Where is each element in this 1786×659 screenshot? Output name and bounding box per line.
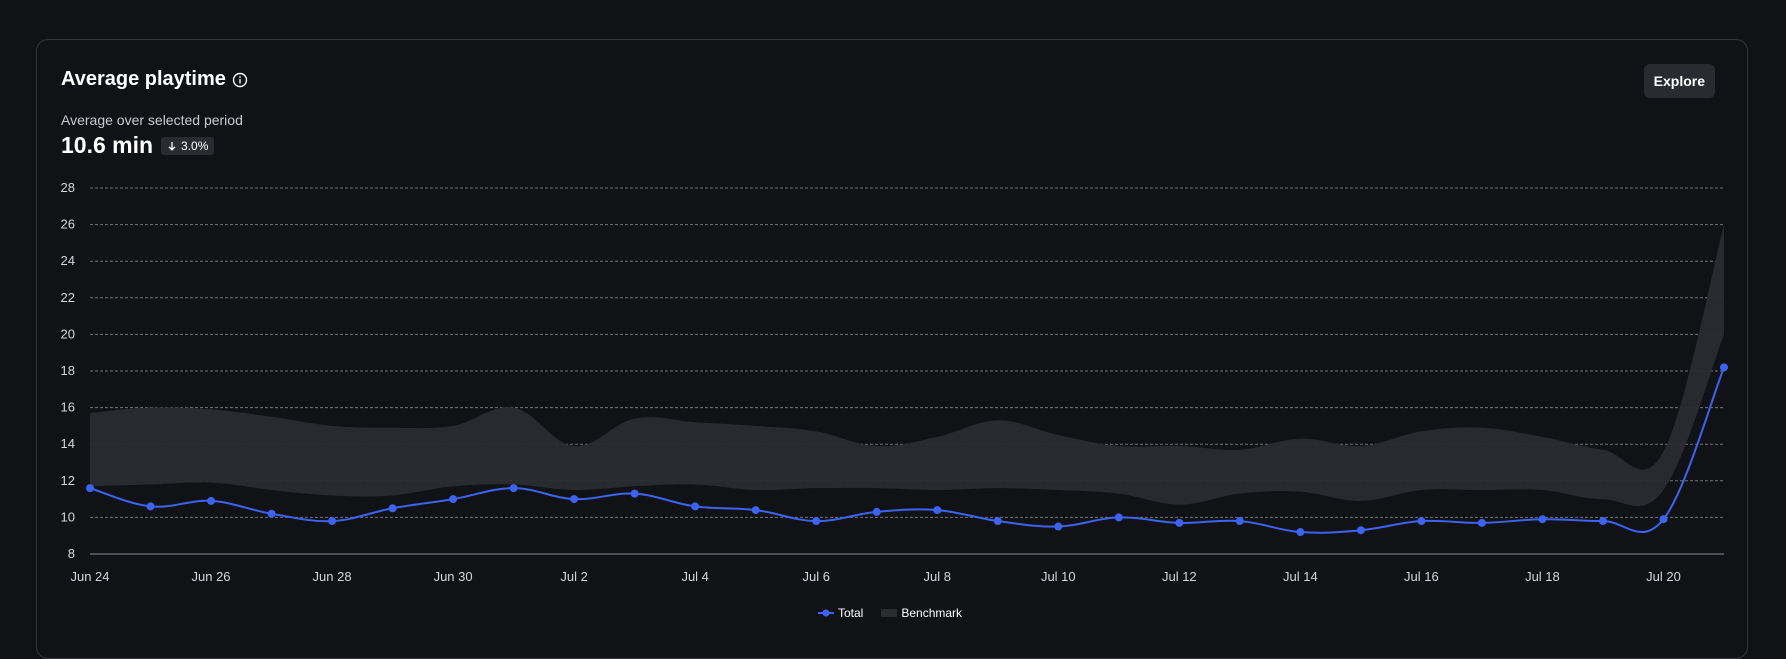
total-point-jul-6[interactable] [812,517,821,526]
y-tick-label: 8 [68,546,75,561]
total-point-jul-17[interactable] [1477,518,1486,527]
x-tick-label: Jul 14 [1283,569,1318,584]
legend-benchmark-swatch [881,609,898,617]
summary-value-row: 10.6 min 3.0% [61,132,215,159]
x-tick-label: Jul 20 [1646,569,1681,584]
x-tick-label: Jul 16 [1404,569,1439,584]
legend-item-total[interactable]: Total [818,606,863,620]
x-tick-label: Jun 26 [192,569,231,584]
total-point-jul-2[interactable] [570,495,579,504]
legend-total-swatch [818,609,834,617]
y-tick-label: 10 [61,509,75,524]
total-point-jul-11[interactable] [1114,513,1123,522]
total-point-jul-12[interactable] [1175,518,1184,527]
x-tick-label: Jul 12 [1162,569,1197,584]
card-title: Average playtime [61,68,226,90]
legend-item-benchmark[interactable]: Benchmark [881,606,962,620]
total-point-jun-26[interactable] [207,496,216,505]
total-point-jul-10[interactable] [1054,522,1063,531]
y-tick-label: 14 [61,436,75,451]
x-tick-label: Jul 10 [1041,569,1076,584]
x-axis-labels: Jun 24 Jun 26 Jun 28 Jun 30 Jul 2 Jul 4 Jul 6 J… [70,569,1680,584]
total-point-jun-27[interactable] [267,509,276,518]
x-tick-label: Jun 30 [434,569,473,584]
benchmark-band[interactable] [90,224,1724,507]
delta-value: 3.0% [181,138,209,153]
total-point-jun-29[interactable] [388,504,397,513]
total-point-jul-21[interactable] [1720,363,1728,372]
total-point-jun-25[interactable] [146,502,155,511]
average-playtime-card: Average playtime Explore Average over se… [36,39,1748,659]
total-point-jun-24[interactable] [86,484,94,493]
benchmark-band-layer [90,224,1724,507]
x-tick-label: Jun 28 [313,569,352,584]
y-tick-label: 26 [61,217,75,232]
y-tick-label: 24 [61,253,75,268]
total-point-jul-9[interactable] [993,517,1002,526]
x-tick-label: Jul 6 [802,569,829,584]
y-tick-label: 12 [61,473,75,488]
arrow-down-icon [168,141,176,151]
total-point-jul-7[interactable] [872,507,881,516]
total-point-jul-8[interactable] [933,506,942,515]
total-points-layer [86,363,1728,537]
y-axis-labels: 8 10 12 14 16 18 20 22 24 26 28 [61,180,75,561]
explore-button[interactable]: Explore [1643,64,1715,98]
total-point-jul-4[interactable] [691,502,700,511]
average-value: 10.6 min [61,132,154,158]
total-point-jun-30[interactable] [449,495,458,504]
grid-layer [90,187,1724,555]
total-point-jul-20[interactable] [1659,515,1668,524]
total-point-jul-3[interactable] [630,489,639,498]
y-tick-label: 28 [61,180,75,195]
legend-benchmark-label: Benchmark [901,606,963,620]
x-tick-label: Jul 8 [924,569,951,584]
total-point-jul-16[interactable] [1417,517,1426,526]
legend-overlay: Total Benchmark [818,606,962,620]
y-tick-label: 20 [61,326,75,341]
y-tick-label: 22 [61,290,75,305]
total-point-jul-5[interactable] [751,506,760,515]
total-point-jul-19[interactable] [1598,517,1607,526]
title-row: Average playtime [61,68,248,91]
total-point-jul-1[interactable] [509,484,518,493]
total-point-jun-28[interactable] [328,517,337,526]
x-tick-label: Jun 24 [70,569,109,584]
x-tick-label: Jul 2 [560,569,587,584]
delta-badge: 3.0% [161,136,215,155]
total-point-jul-15[interactable] [1356,526,1365,535]
y-tick-label: 16 [61,400,75,415]
playtime-chart: 8 10 12 14 16 18 20 22 24 26 28 Jun 24 Jun 26 Jun 28… [61,180,1728,584]
total-point-jul-13[interactable] [1235,517,1244,526]
total-point-jul-14[interactable] [1296,528,1305,537]
x-tick-label: Jul 4 [681,569,708,584]
legend-total-label: Total [838,606,864,620]
x-tick-label: Jul 18 [1525,569,1560,584]
y-tick-label: 18 [61,363,75,378]
period-subtitle: Average over selected period [61,112,243,128]
total-point-jul-18[interactable] [1538,515,1547,524]
chart-legend: Total Benchmark [818,606,962,620]
info-icon[interactable] [232,72,248,88]
